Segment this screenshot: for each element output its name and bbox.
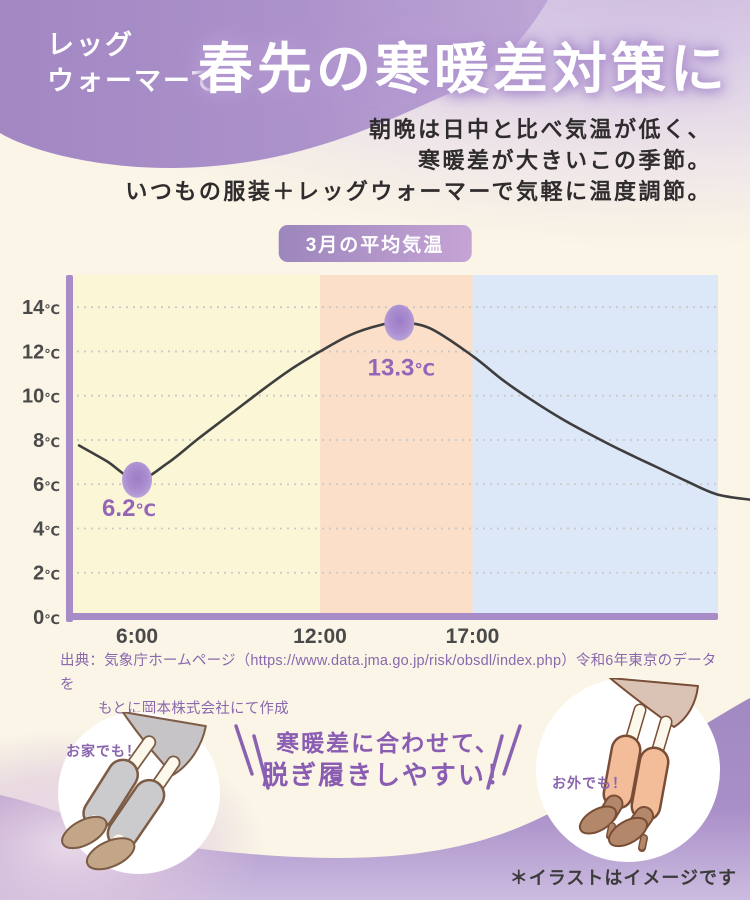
page-title: 春先の寒暖差対策に bbox=[198, 38, 730, 100]
source-citation: 出典：気象庁ホームページ（https://www.data.jma.go.jp/… bbox=[60, 650, 725, 722]
y-tick-label: 8℃ bbox=[33, 430, 60, 452]
home-illustration: お家でも！ bbox=[58, 712, 220, 874]
y-tick-label: 14℃ bbox=[22, 297, 60, 319]
data-point-label: 6.2℃ bbox=[102, 495, 156, 522]
y-tick-label: 10℃ bbox=[22, 386, 60, 408]
outdoor-legs-drawing bbox=[578, 678, 699, 852]
outdoor-label: お外でも！ bbox=[552, 775, 627, 791]
y-tick-label: 2℃ bbox=[33, 563, 60, 585]
intro-text: 朝晩は日中と比べ気温が低く、 寒暖差が大きいこの季節。 いつもの服装＋レッグウォ… bbox=[125, 114, 712, 208]
chart-title-badge: 3月の平均気温 bbox=[278, 225, 472, 262]
emphasis-slashes-left-icon bbox=[234, 724, 270, 790]
x-tick-label: 17:00 bbox=[446, 625, 500, 648]
catch-line-2: 脱ぎ履きしやすい！ bbox=[262, 760, 514, 791]
y-tick-label: 6℃ bbox=[33, 474, 60, 496]
zone-evening-night bbox=[472, 275, 718, 619]
catch-copy: 寒暖差に合わせて、 脱ぎ履きしやすい！ bbox=[252, 728, 524, 793]
temperature-chart: 0℃ 2℃ 4℃ 6℃ 8℃ 10℃ 12℃ 14℃ 6:00 12:00 17:00 6.2℃ 13.… bbox=[0, 252, 750, 652]
data-point-label: 13.3℃ bbox=[368, 355, 435, 382]
zone-early-morning bbox=[73, 275, 321, 619]
x-axis-bar bbox=[66, 613, 718, 620]
heel-boot-shape bbox=[578, 794, 624, 840]
x-tick-label: 12:00 bbox=[293, 625, 347, 648]
outdoor-illustration: お外でも！ bbox=[536, 678, 720, 862]
illustration-disclaimer: ＊イラストはイメージです bbox=[509, 868, 737, 888]
home-legs-drawing bbox=[61, 712, 207, 871]
source-line-1: 出典：気象庁ホームページ（https://www.data.jma.go.jp/… bbox=[60, 653, 717, 693]
brand-text: レッグ ウォーマーで bbox=[47, 27, 219, 100]
slipper-shape-front bbox=[85, 837, 136, 871]
bottom-section: お家でも！ 寒暖差に合わせて、 脱ぎ履きしやすい！ bbox=[0, 678, 750, 900]
emphasis-slashes-right-icon bbox=[486, 724, 522, 790]
data-point-marker bbox=[122, 461, 153, 498]
x-tick-label: 6:00 bbox=[116, 625, 158, 648]
y-tick-label: 4℃ bbox=[33, 518, 60, 540]
catch-line-1: 寒暖差に合わせて、 bbox=[276, 730, 500, 756]
y-axis-bar bbox=[66, 275, 73, 622]
home-label: お家でも！ bbox=[66, 743, 141, 759]
salmon-legwarmers-shapes-front bbox=[630, 746, 670, 822]
intro-line-2: 寒暖差が大きいこの季節。 bbox=[417, 148, 712, 174]
header-wave-shape bbox=[0, 0, 548, 168]
gray-legwarmers-shapes bbox=[82, 758, 139, 830]
gray-legwarmers-shapes-front bbox=[106, 778, 166, 850]
intro-line-3: いつもの服装＋レッグウォーマーで気軽に温度調節。 bbox=[125, 179, 712, 205]
brand-line-2: ウォーマーで bbox=[47, 66, 220, 97]
salmon-legwarmers-shapes bbox=[602, 734, 642, 810]
temperature-line-chart: 0℃ 2℃ 4℃ 6℃ 8℃ 10℃ 12℃ 14℃ 6:00 12:00 17:00 6.2℃ 13.… bbox=[22, 275, 750, 648]
y-tick-label: 12℃ bbox=[22, 341, 60, 363]
skirt-shape bbox=[609, 678, 699, 728]
heel-boot-shape-front bbox=[608, 806, 654, 852]
data-point-marker bbox=[384, 304, 415, 341]
intro-line-1: 朝晩は日中と比べ気温が低く、 bbox=[368, 117, 712, 142]
slipper-shape bbox=[61, 815, 108, 850]
brand-line-1: レッグ bbox=[47, 30, 134, 60]
y-tick-label: 0℃ bbox=[33, 607, 60, 629]
